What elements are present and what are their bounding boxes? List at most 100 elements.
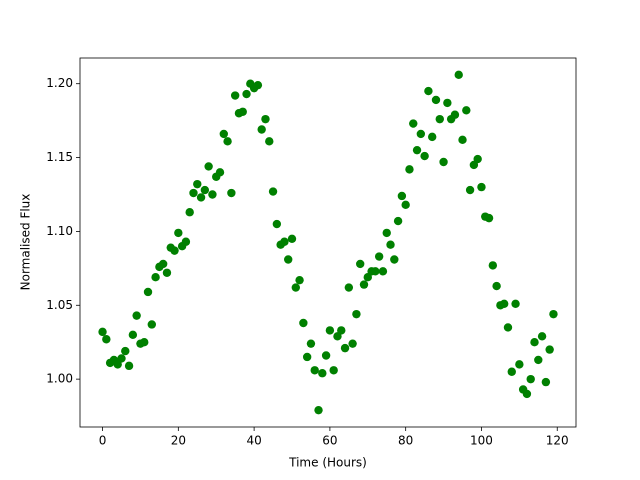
point — [416, 129, 426, 139]
x-tick-label: 20 — [171, 434, 186, 448]
point — [124, 361, 134, 371]
point — [314, 405, 323, 415]
point — [435, 114, 444, 124]
point — [382, 228, 391, 238]
point — [299, 318, 308, 328]
point — [530, 338, 539, 347]
point — [462, 106, 471, 115]
y-tick-label: 1.05 — [46, 298, 73, 312]
point — [121, 346, 130, 356]
point — [117, 354, 126, 363]
point — [238, 107, 247, 116]
x-tick-label: 0 — [99, 434, 107, 448]
point — [204, 162, 213, 171]
point — [321, 351, 331, 360]
point — [287, 234, 297, 244]
point — [352, 309, 361, 319]
point — [549, 309, 558, 319]
point — [261, 114, 270, 124]
point — [390, 255, 399, 264]
x-tick-label: 80 — [398, 434, 413, 448]
point — [158, 259, 168, 269]
point — [242, 89, 251, 99]
x-axis-label: Time (Hours) — [288, 456, 367, 470]
point — [189, 188, 198, 198]
point — [98, 327, 107, 337]
point — [196, 193, 206, 202]
point — [499, 299, 509, 309]
point — [443, 98, 452, 108]
point — [200, 185, 210, 195]
point — [170, 246, 179, 255]
point — [329, 366, 338, 375]
point — [325, 326, 335, 335]
point — [302, 352, 312, 362]
point — [140, 338, 149, 347]
point — [230, 91, 240, 100]
point — [484, 213, 494, 223]
point — [162, 268, 172, 277]
point — [386, 240, 395, 249]
point — [151, 273, 160, 282]
point — [223, 137, 232, 146]
point — [208, 190, 217, 199]
point — [348, 339, 357, 348]
point — [132, 311, 141, 320]
point — [409, 119, 418, 128]
point — [253, 80, 263, 90]
point — [522, 389, 532, 399]
point — [291, 283, 300, 292]
point — [174, 228, 183, 238]
point — [511, 299, 520, 309]
point — [344, 283, 354, 292]
point — [268, 187, 278, 196]
point — [393, 216, 403, 226]
point — [181, 237, 191, 246]
point — [340, 343, 350, 353]
point — [185, 208, 194, 217]
point — [265, 137, 274, 146]
point — [227, 188, 236, 198]
point — [454, 70, 463, 80]
point — [295, 275, 304, 285]
point — [193, 179, 202, 189]
y-axis-label: Normalised Flux — [19, 194, 33, 291]
point — [371, 267, 380, 276]
point — [431, 95, 441, 105]
point — [515, 360, 524, 369]
point — [545, 345, 554, 354]
plot-frame — [79, 57, 577, 428]
point — [420, 151, 429, 161]
point — [257, 125, 266, 134]
point — [337, 326, 346, 335]
y-tick-label: 1.10 — [46, 224, 73, 238]
point — [401, 200, 410, 210]
point — [526, 374, 535, 384]
point — [450, 110, 460, 119]
point — [534, 355, 543, 365]
point — [397, 191, 407, 201]
x-tick-label: 100 — [470, 434, 493, 448]
point — [465, 185, 475, 195]
point — [473, 154, 482, 164]
x-tick-label: 40 — [246, 434, 261, 448]
point — [359, 280, 369, 289]
point — [284, 255, 293, 264]
x-tick-label: 120 — [546, 434, 569, 448]
point — [537, 332, 547, 341]
point — [428, 132, 437, 142]
point — [128, 330, 138, 340]
x-tick-label: 60 — [322, 434, 337, 448]
point — [424, 86, 433, 96]
point — [405, 165, 414, 174]
y-tick-label: 1.00 — [46, 372, 73, 386]
point — [378, 267, 388, 276]
point — [318, 369, 327, 378]
point — [492, 281, 501, 291]
point — [374, 252, 384, 261]
point — [488, 261, 498, 270]
point — [458, 135, 467, 145]
point — [439, 157, 448, 167]
